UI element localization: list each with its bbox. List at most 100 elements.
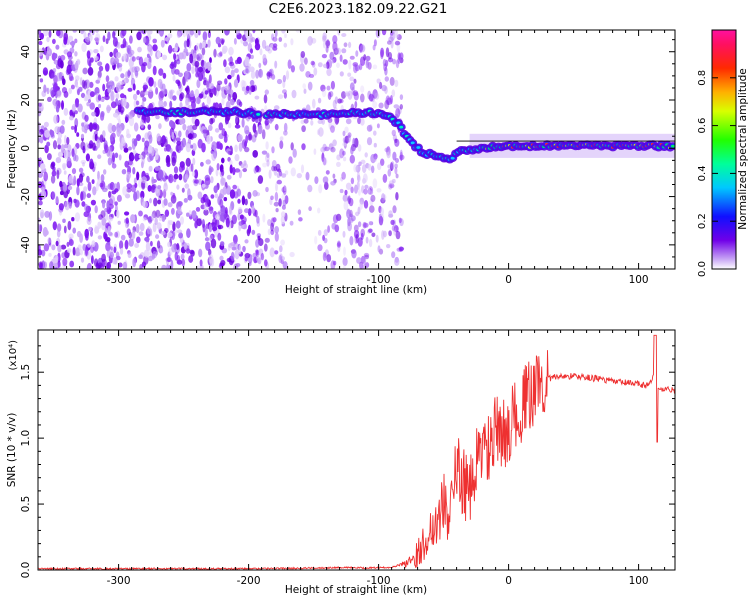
noise-blob: [156, 50, 161, 59]
colorbar: 0.0 0.2 0.4 0.6 0.8 Normalized spectral ampl…: [697, 29, 749, 277]
noise-blob: [343, 156, 347, 162]
noise-blob: [108, 203, 114, 210]
noise-blob: [227, 74, 232, 80]
noise-blob: [323, 63, 328, 69]
noise-blob: [334, 96, 339, 104]
noise-blob: [59, 180, 63, 188]
noise-blob: [127, 87, 133, 92]
noise-blob: [238, 101, 243, 107]
noise-blob: [326, 85, 331, 91]
noise-blob: [322, 157, 328, 166]
noise-blob: [74, 98, 79, 108]
noise-blob: [262, 54, 267, 62]
noise-blob: [84, 124, 89, 131]
noise-blob: [56, 223, 62, 232]
noise-blob: [323, 237, 328, 244]
noise-blob: [147, 255, 154, 262]
noise-blob: [152, 65, 157, 76]
noise-blob: [114, 76, 119, 82]
noise-blob: [98, 103, 102, 109]
noise-blob: [169, 120, 174, 127]
noise-blob: [210, 238, 217, 249]
noise-blob: [354, 101, 358, 108]
noise-blob: [380, 207, 385, 216]
noise-blob: [84, 203, 89, 212]
noise-blob: [185, 157, 191, 167]
signal-blob-core: [399, 125, 404, 129]
noise-blob: [197, 191, 203, 200]
noise-blob: [74, 110, 78, 115]
noise-blob: [109, 51, 113, 58]
noise-blob: [39, 262, 43, 269]
noise-blob: [109, 134, 114, 142]
noise-blob: [144, 236, 150, 242]
noise-blob: [301, 143, 306, 151]
noise-blob: [222, 48, 227, 54]
noise-blob: [357, 206, 361, 215]
noise-blob: [133, 122, 139, 132]
noise-blob: [336, 62, 340, 69]
noise-blob: [264, 45, 271, 52]
noise-blob: [147, 89, 154, 99]
noise-blob: [197, 30, 201, 36]
noise-blob: [321, 89, 327, 98]
noise-blob: [69, 109, 74, 117]
noise-blob: [90, 230, 93, 237]
noise-blob: [313, 148, 317, 155]
noise-blob: [208, 83, 214, 90]
noise-blob: [89, 102, 95, 110]
noise-blob: [305, 171, 310, 181]
y-tick-label: -20: [20, 188, 32, 205]
noise-blob: [71, 217, 75, 222]
noise-blob: [250, 48, 253, 54]
noise-blob: [208, 74, 212, 84]
noise-blob: [163, 88, 168, 95]
noise-blob: [38, 102, 42, 107]
noise-blob: [140, 190, 145, 200]
noise-blob: [107, 87, 112, 94]
noise-blob: [100, 111, 105, 118]
noise-blob: [135, 190, 140, 200]
noise-blob: [189, 30, 195, 36]
noise-blob: [228, 61, 235, 67]
noise-blob: [258, 62, 262, 68]
noise-blob: [317, 119, 323, 124]
noise-blob: [194, 88, 200, 98]
noise-blob: [282, 74, 287, 83]
noise-blob: [353, 164, 358, 173]
noise-blob: [161, 135, 166, 145]
noise-blob: [213, 185, 218, 194]
noise-blob: [256, 166, 262, 173]
noise-blob: [274, 232, 279, 242]
noise-blob: [217, 232, 222, 241]
noise-blob: [228, 243, 234, 248]
noise-blob: [154, 166, 161, 171]
noise-blob: [394, 257, 400, 266]
noise-blob: [208, 254, 214, 264]
noise-blob: [46, 141, 51, 147]
noise-blob: [363, 54, 367, 61]
noise-blob: [131, 154, 135, 161]
noise-blob: [289, 251, 295, 258]
noise-blob: [353, 63, 358, 74]
noise-blob: [181, 137, 187, 148]
noise-blob: [172, 74, 176, 82]
noise-blob: [219, 51, 223, 57]
noise-blob: [67, 59, 73, 67]
noise-blob: [244, 90, 248, 96]
noise-blob: [164, 37, 169, 42]
noise-blob: [136, 171, 140, 181]
noise-blob: [206, 95, 211, 105]
noise-blob: [384, 66, 388, 76]
noise-blob: [118, 154, 122, 161]
noise-blob: [394, 40, 401, 46]
noise-blob: [176, 184, 180, 190]
noise-blob: [274, 123, 279, 131]
noise-blob: [310, 120, 314, 126]
noise-blob: [297, 209, 302, 215]
noise-blob: [158, 215, 163, 222]
noise-blob: [47, 96, 52, 102]
noise-blob: [244, 56, 250, 67]
noise-blob: [146, 53, 150, 58]
noise-blob: [143, 249, 150, 258]
